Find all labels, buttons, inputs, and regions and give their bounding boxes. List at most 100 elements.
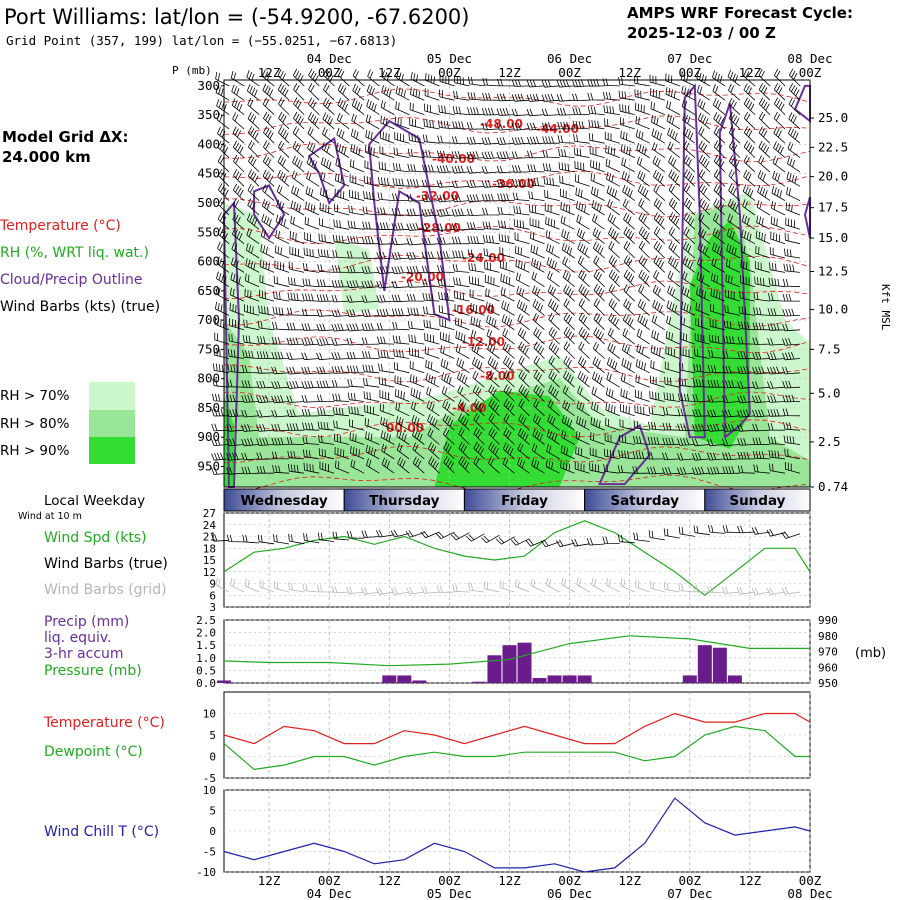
xsec-wind-barb	[590, 159, 605, 173]
xsec-wind-barb	[758, 126, 771, 144]
xsec-wind-barb	[740, 244, 756, 259]
xsec-wind-barb	[319, 202, 335, 216]
xsec-wind-barb	[346, 280, 365, 289]
xsec-wind-barb	[439, 318, 455, 331]
xsec-wind-barb	[782, 394, 801, 403]
xsec-wind-barb	[679, 362, 695, 374]
wind-barb-grid	[576, 577, 590, 593]
xsec-wind-barb	[651, 314, 666, 331]
xsec-wind-barb	[363, 391, 380, 402]
xsec-wind-barb	[559, 175, 575, 187]
xsec-wind-barb	[668, 169, 681, 187]
xsec-wind-barb	[243, 319, 260, 331]
xsec-wind-barb	[592, 356, 605, 374]
rh70-region	[334, 238, 380, 315]
temperature-contour	[223, 225, 811, 245]
xsec-wind-barb	[438, 291, 455, 302]
xsec-wind-barb	[469, 275, 485, 288]
xsec-wind-barb	[496, 151, 515, 160]
xsec-wind-barb	[501, 300, 515, 316]
xsec-wind-barb	[547, 399, 560, 417]
xsec-wind-barb	[619, 419, 635, 431]
xsec-wind-barb	[606, 372, 620, 388]
xsec-wind-barb	[472, 370, 485, 388]
xsec-wind-barb	[758, 155, 771, 173]
xsec-wind-barb	[483, 248, 500, 259]
legend-cloud: Cloud/Precip Outline	[0, 272, 143, 288]
xsec-wind-barb	[712, 98, 726, 115]
xsec-wind-barb	[608, 255, 620, 273]
xsec-wind-barb	[301, 380, 320, 389]
xsec-wind-barb	[231, 84, 245, 101]
xsec-wind-barb	[608, 269, 620, 287]
xsec-wind-barb	[619, 103, 635, 115]
legend-rh70-swatch	[89, 382, 135, 410]
top-hour-label: 00Z	[318, 65, 341, 80]
xsec-wind-barb	[591, 186, 605, 201]
xsec-wind-barb	[331, 323, 350, 332]
xsec-wind-barb	[442, 399, 455, 417]
xsec-wind-barb	[410, 71, 425, 87]
xsec-wind-barb	[241, 438, 260, 447]
xsec-wind-barb	[608, 298, 620, 316]
wind-barb-grid	[259, 579, 275, 593]
wind-barb-grid	[766, 587, 786, 595]
xsec-wind-barb	[391, 251, 410, 260]
xsec-wind-barb	[531, 258, 545, 273]
xsec-wind-barb	[395, 415, 410, 431]
xsec-wind-barb	[366, 458, 380, 474]
xsec-wind-barb	[365, 114, 380, 130]
xsec-wind-barb	[662, 452, 680, 461]
xsec-wind-barb	[578, 341, 590, 359]
xsec-wind-barb	[277, 83, 290, 101]
wind-barb-true	[693, 525, 710, 536]
wind-barb-grid	[316, 584, 335, 593]
xsec-wind-barb	[347, 235, 365, 245]
xsec-wind-barb	[392, 321, 410, 331]
xsec-wind-barb	[758, 97, 771, 115]
xsec-wind-barb	[621, 343, 635, 359]
xsec-wind-barb	[392, 335, 410, 345]
xsec-wind-barb	[481, 107, 500, 116]
xsec-wind-barb	[511, 108, 530, 117]
xsec-wind-barb	[532, 285, 545, 302]
model-grid-value: 24.000 km	[2, 148, 91, 166]
xsec-wind-barb	[547, 284, 560, 302]
xsec-wind-barb	[682, 271, 696, 288]
xsec-wind-barb	[437, 120, 455, 130]
precip-pressure-panel: 2.52.01.51.00.50.0 990 980 970 960 950	[196, 614, 838, 690]
wind-barb-grid	[499, 580, 515, 593]
xsec-wind-barb	[406, 251, 425, 260]
xsec-wind-barb	[337, 83, 350, 101]
xsec-wind-barb	[393, 147, 410, 158]
temperature-contour	[223, 390, 811, 408]
xsec-wind-barb	[782, 380, 801, 389]
xsec-wind-barb	[378, 376, 395, 388]
xsec-wind-barb	[319, 218, 335, 230]
xsec-wind-barb	[623, 240, 635, 259]
xsec-wind-barb	[541, 108, 560, 116]
wind-barb-grid	[545, 577, 560, 593]
xsec-wind-barb	[773, 83, 786, 101]
xsec-wind-barb	[620, 403, 635, 417]
top-date-label: 05 Dec	[427, 51, 472, 66]
pressure-tick-label: 950	[818, 677, 838, 690]
xsec-wind-barb	[406, 265, 425, 274]
weekday-label: Sunday	[729, 493, 785, 509]
xsec-wind-barb	[439, 331, 455, 345]
xsec-wind-barb	[677, 408, 695, 417]
wind-barb-true	[465, 533, 485, 542]
xsec-wind-barb	[487, 456, 500, 474]
xsec-wind-barb	[376, 265, 395, 275]
xsec-wind-barb	[256, 351, 275, 359]
precip-bar	[382, 675, 397, 683]
xsec-wind-barb	[547, 270, 560, 288]
xsec-wind-barb	[443, 427, 455, 445]
xsec-wind-barb	[561, 429, 575, 445]
xsec-wind-barb	[561, 229, 575, 245]
temperature-contour	[223, 445, 811, 464]
xsec-wind-barb	[517, 327, 530, 345]
xsec-wind-barb	[577, 370, 590, 388]
top-date-label: 07 Dec	[667, 51, 712, 66]
xsec-wind-barb	[214, 317, 230, 331]
